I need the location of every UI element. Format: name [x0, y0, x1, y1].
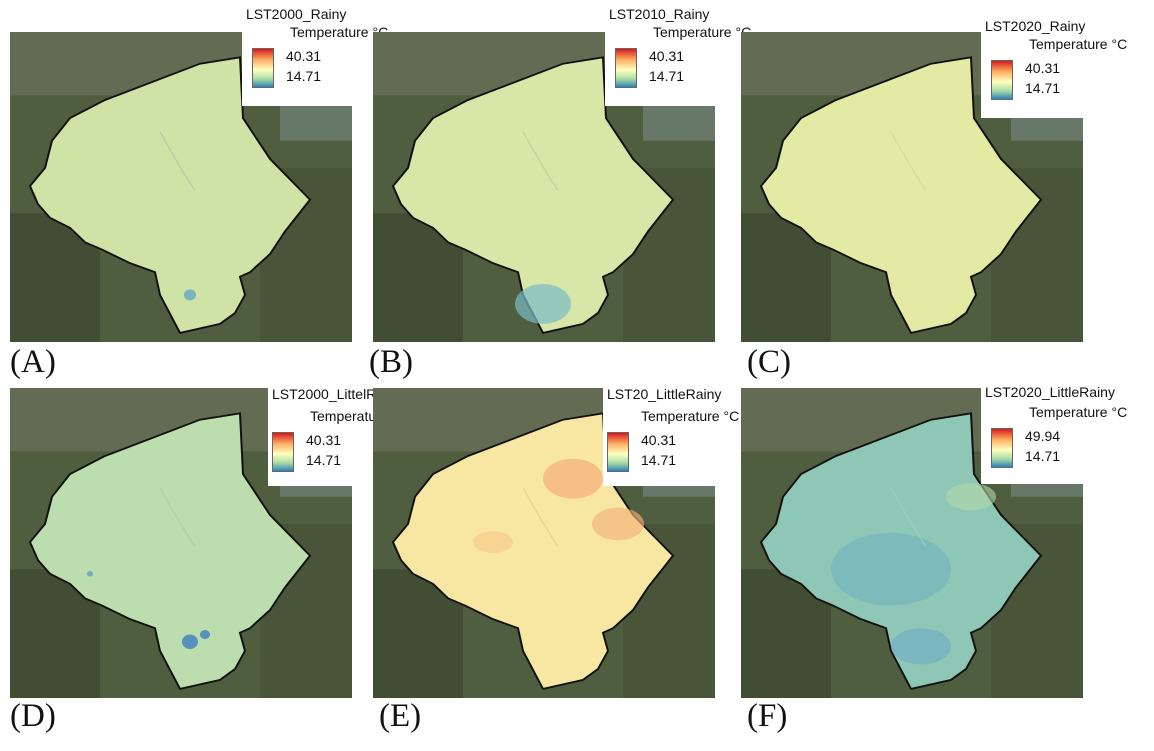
panel-label: (C): [747, 344, 791, 380]
color-ramp: [615, 48, 637, 88]
legend-max-value: 40.31: [286, 48, 322, 64]
panel-label: (B): [369, 344, 413, 380]
legend-min-value: 14.71: [286, 68, 322, 84]
panel-a: LST2000_Rainy Temperature °C 40.31 14.71…: [10, 4, 388, 379]
legend-unit: Temperature °C: [290, 24, 389, 40]
map-legend: LST2020_LittleRainy Temperature °C 49.94…: [981, 382, 1141, 484]
color-ramp: [607, 432, 629, 472]
legend-min-value: 14.71: [649, 68, 685, 84]
legend-unit: Temperature °C: [653, 24, 752, 40]
legend-max-value: 40.31: [649, 48, 685, 64]
legend-unit: Temperature °C: [641, 408, 740, 424]
panel-e: LST20_LittleRainy Temperature °C 40.31 1…: [373, 384, 743, 733]
legend-title: LST2000_LittelRainy: [272, 386, 402, 402]
map-legend: LST20_LittleRainy Temperature °C 40.31 1…: [603, 384, 743, 486]
legend-title: LST2020_LittleRainy: [985, 384, 1115, 400]
legend-title: LST2010_Rainy: [609, 6, 710, 22]
legend-unit: Temperature °C: [1029, 36, 1128, 52]
legend-unit: Temperature °C: [1029, 404, 1128, 420]
panel-label: (F): [747, 698, 788, 734]
panel-label: (E): [379, 698, 422, 734]
panel-f: LST2020_LittleRainy Temperature °C 49.94…: [741, 382, 1141, 733]
panel-c: LST2020_Rainy Temperature °C 40.31 14.71…: [741, 16, 1127, 379]
legend-min-value: 14.71: [641, 452, 677, 468]
map-image: [741, 388, 1083, 698]
legend-min-value: 14.71: [1025, 80, 1061, 96]
lst-map: [741, 388, 1083, 698]
panel-label: (D): [10, 698, 56, 734]
color-ramp: [272, 432, 294, 472]
map-legend: LST2010_Rainy Temperature °C 40.31 14.71: [605, 4, 751, 106]
map-legend: LST2000_Rainy Temperature °C 40.31 14.71: [242, 4, 388, 106]
color-ramp: [252, 48, 274, 88]
color-ramp: [991, 60, 1013, 100]
map-legend: LST2020_Rainy Temperature °C 40.31 14.71: [981, 16, 1127, 118]
legend-min-value: 14.71: [1025, 448, 1061, 464]
legend-min-value: 14.71: [306, 452, 342, 468]
legend-title: LST2020_Rainy: [985, 18, 1086, 34]
legend-max-value: 40.31: [1025, 60, 1061, 76]
legend-title: LST2000_Rainy: [246, 6, 347, 22]
panel-label: (A): [10, 344, 56, 380]
legend-title: LST20_LittleRainy: [607, 386, 722, 402]
panel-d: LST2000_LittelRainy Temperature °C 40.31…: [10, 384, 444, 733]
legend-max-value: 49.94: [1025, 428, 1061, 444]
color-ramp: [991, 428, 1013, 468]
legend-max-value: 40.31: [306, 432, 342, 448]
panel-b: LST2010_Rainy Temperature °C 40.31 14.71…: [369, 4, 751, 379]
legend-max-value: 40.31: [641, 432, 677, 448]
